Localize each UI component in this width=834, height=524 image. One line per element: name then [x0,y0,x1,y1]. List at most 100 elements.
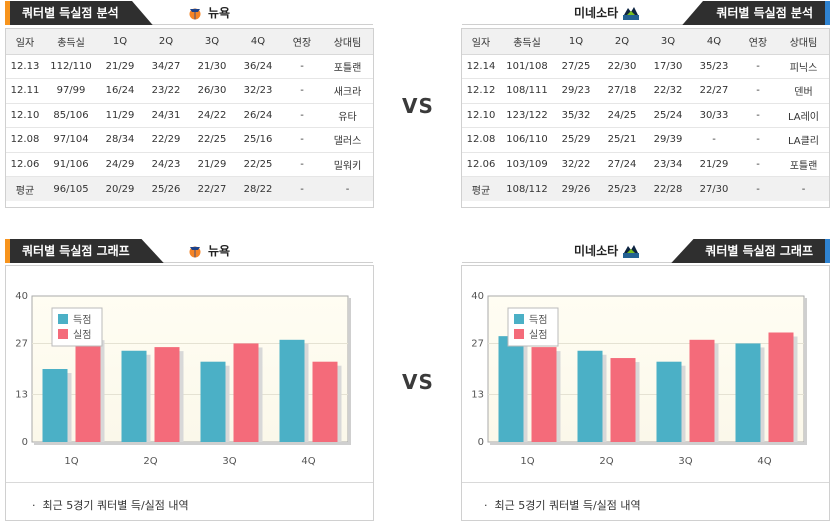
right-table-cell: 22/28 [646,176,690,201]
right-table-cell: 12.14 [462,54,500,79]
right-table-cell: 103/109 [500,152,554,177]
right-table-cell: 108/112 [500,176,554,201]
right-table-cell: 25/23 [598,176,646,201]
plot-shadow [804,298,807,444]
left-stats-table-box: 일자 총득실 1Q 2Q 3Q 4Q 연장 상대팀 12.13 112/110 21/29 34/2… [5,28,374,208]
left-table-cell: 22/29 [142,127,190,153]
legend-swatch-conceded [514,329,524,339]
left-table-row: 12.06 91/106 24/29 24/23 21/29 22/25- 밀워키 [6,152,373,177]
left-table-header-cell: 1Q [98,29,142,55]
left-stats-table: 일자 총득실 1Q 2Q 3Q 4Q 연장 상대팀 12.13 112/110 21/29 34/2… [6,29,373,201]
left-table-cell: 23/22 [142,78,190,104]
left-table-cell: - [282,78,322,104]
left-table-cell: 26/24 [234,103,282,128]
right-table-cell: - [778,176,829,201]
right-table-cell: 12.08 [462,127,500,153]
left-graph-tab: 쿼터별 득실점 그래프 [5,239,164,263]
left-table-cell: 20/29 [98,176,142,201]
left-table-cell: 32/23 [234,78,282,104]
left-table-cell: 24/29 [98,152,142,177]
left-analysis-header: 쿼터별 득실점 분석 뉴욕 [5,1,373,25]
right-table-cell: 12.10 [462,103,500,128]
right-table-header-cell: 2Q [598,29,646,55]
left-table-cell: - [322,176,373,201]
left-footer-divider [6,482,373,483]
right-table-cell: 25/21 [598,127,646,153]
bar-conceded [689,339,715,442]
left-table-cell: 12.11 [6,78,44,104]
left-table-header-cell: 연장 [282,29,322,55]
y-tick-label: 40 [471,291,484,302]
y-tick-label: 40 [15,291,28,302]
left-table-cell: 21/29 [190,152,234,177]
legend-swatch-scored [58,314,68,324]
left-table-cell: 34/27 [142,54,190,79]
left-table-cell: - [282,103,322,128]
timberwolves-logo-icon [623,7,640,20]
right-graph-team[interactable]: 미네소타 [574,242,640,260]
bar-conceded [312,361,338,442]
right-table-header-cell: 연장 [738,29,778,55]
right-table-cell: 35/23 [690,54,738,79]
right-table-cell: 24/25 [598,103,646,128]
left-team[interactable]: 뉴욕 [187,4,230,22]
knicks-logo-icon [189,8,201,20]
left-table-cell: 포틀랜 [322,54,373,79]
legend-label: 득점 [73,314,91,326]
right-table-cell: 17/30 [646,54,690,79]
left-table-row: 12.10 85/106 11/29 24/31 24/22 26/24- 유타 [6,103,373,128]
right-table-cell: 27/30 [690,176,738,201]
timberwolves-logo-icon [623,245,640,258]
left-table-cell: 97/99 [44,78,98,104]
x-tick-label: 1Q [520,456,534,467]
right-footer-divider [462,482,829,483]
left-table-cell: 16/24 [98,78,142,104]
right-table-cell: 27/24 [598,152,646,177]
left-graph-header: 쿼터별 득실점 그래프 뉴욕 [5,239,373,263]
x-tick-label: 3Q [222,456,236,467]
left-table-cell: 24/23 [142,152,190,177]
right-table-cell: 포틀랜 [778,152,829,177]
bar-scored [42,369,68,442]
left-chart-box: 0 13 27 40 1Q 2Q 3Q 4Q 득점 실점 · 최근 5경기 쿼터별 득/실점 내역 [5,265,374,521]
left-table-cell: 밀워키 [322,152,373,177]
left-table-cell: 28/22 [234,176,282,201]
y-tick-label: 0 [478,437,484,448]
left-table-cell: 24/31 [142,103,190,128]
y-tick-label: 13 [471,390,484,401]
right-graph-header: 미네소타 쿼터별 득실점 그래프 [462,239,830,263]
plot-shadow [348,298,351,444]
right-team-name: 미네소타 [574,6,619,20]
left-table-cell: - [282,176,322,201]
left-graph-team-name: 뉴욕 [208,244,231,258]
right-table-cell: 123/122 [500,103,554,128]
right-analysis-tab: 쿼터별 득실점 분석 [682,1,830,25]
right-table-cell: 29/26 [554,176,598,201]
right-table-cell: 108/111 [500,78,554,104]
right-table-cell: 25/24 [646,103,690,128]
left-table-cell: - [282,152,322,177]
bar-scored [498,336,524,442]
x-tick-label: 4Q [301,456,315,467]
bar-conceded [768,332,794,442]
left-graph-team[interactable]: 뉴욕 [187,242,230,260]
left-table-header-cell: 3Q [190,29,234,55]
left-table-cell: 26/30 [190,78,234,104]
right-table-cell: 35/32 [554,103,598,128]
right-table-cell: 27/18 [598,78,646,104]
left-table-cell: 평균 [6,176,44,201]
right-team[interactable]: 미네소타 [574,4,640,22]
vs-label-top: VS [402,94,434,118]
left-table-header-cell: 일자 [6,29,44,55]
left-table-cell: 36/24 [234,54,282,79]
bar-scored [279,339,305,442]
left-table-cell: 21/29 [98,54,142,79]
right-table-cell: 29/39 [646,127,690,153]
right-table-cell: 22/32 [646,78,690,104]
left-table-cell: 25/26 [142,176,190,201]
right-table-cell: 덴버 [778,78,829,104]
left-table-row: 12.11 97/99 16/24 23/22 26/30 32/23- 새크라 [6,78,373,104]
right-table-cell: 25/29 [554,127,598,153]
